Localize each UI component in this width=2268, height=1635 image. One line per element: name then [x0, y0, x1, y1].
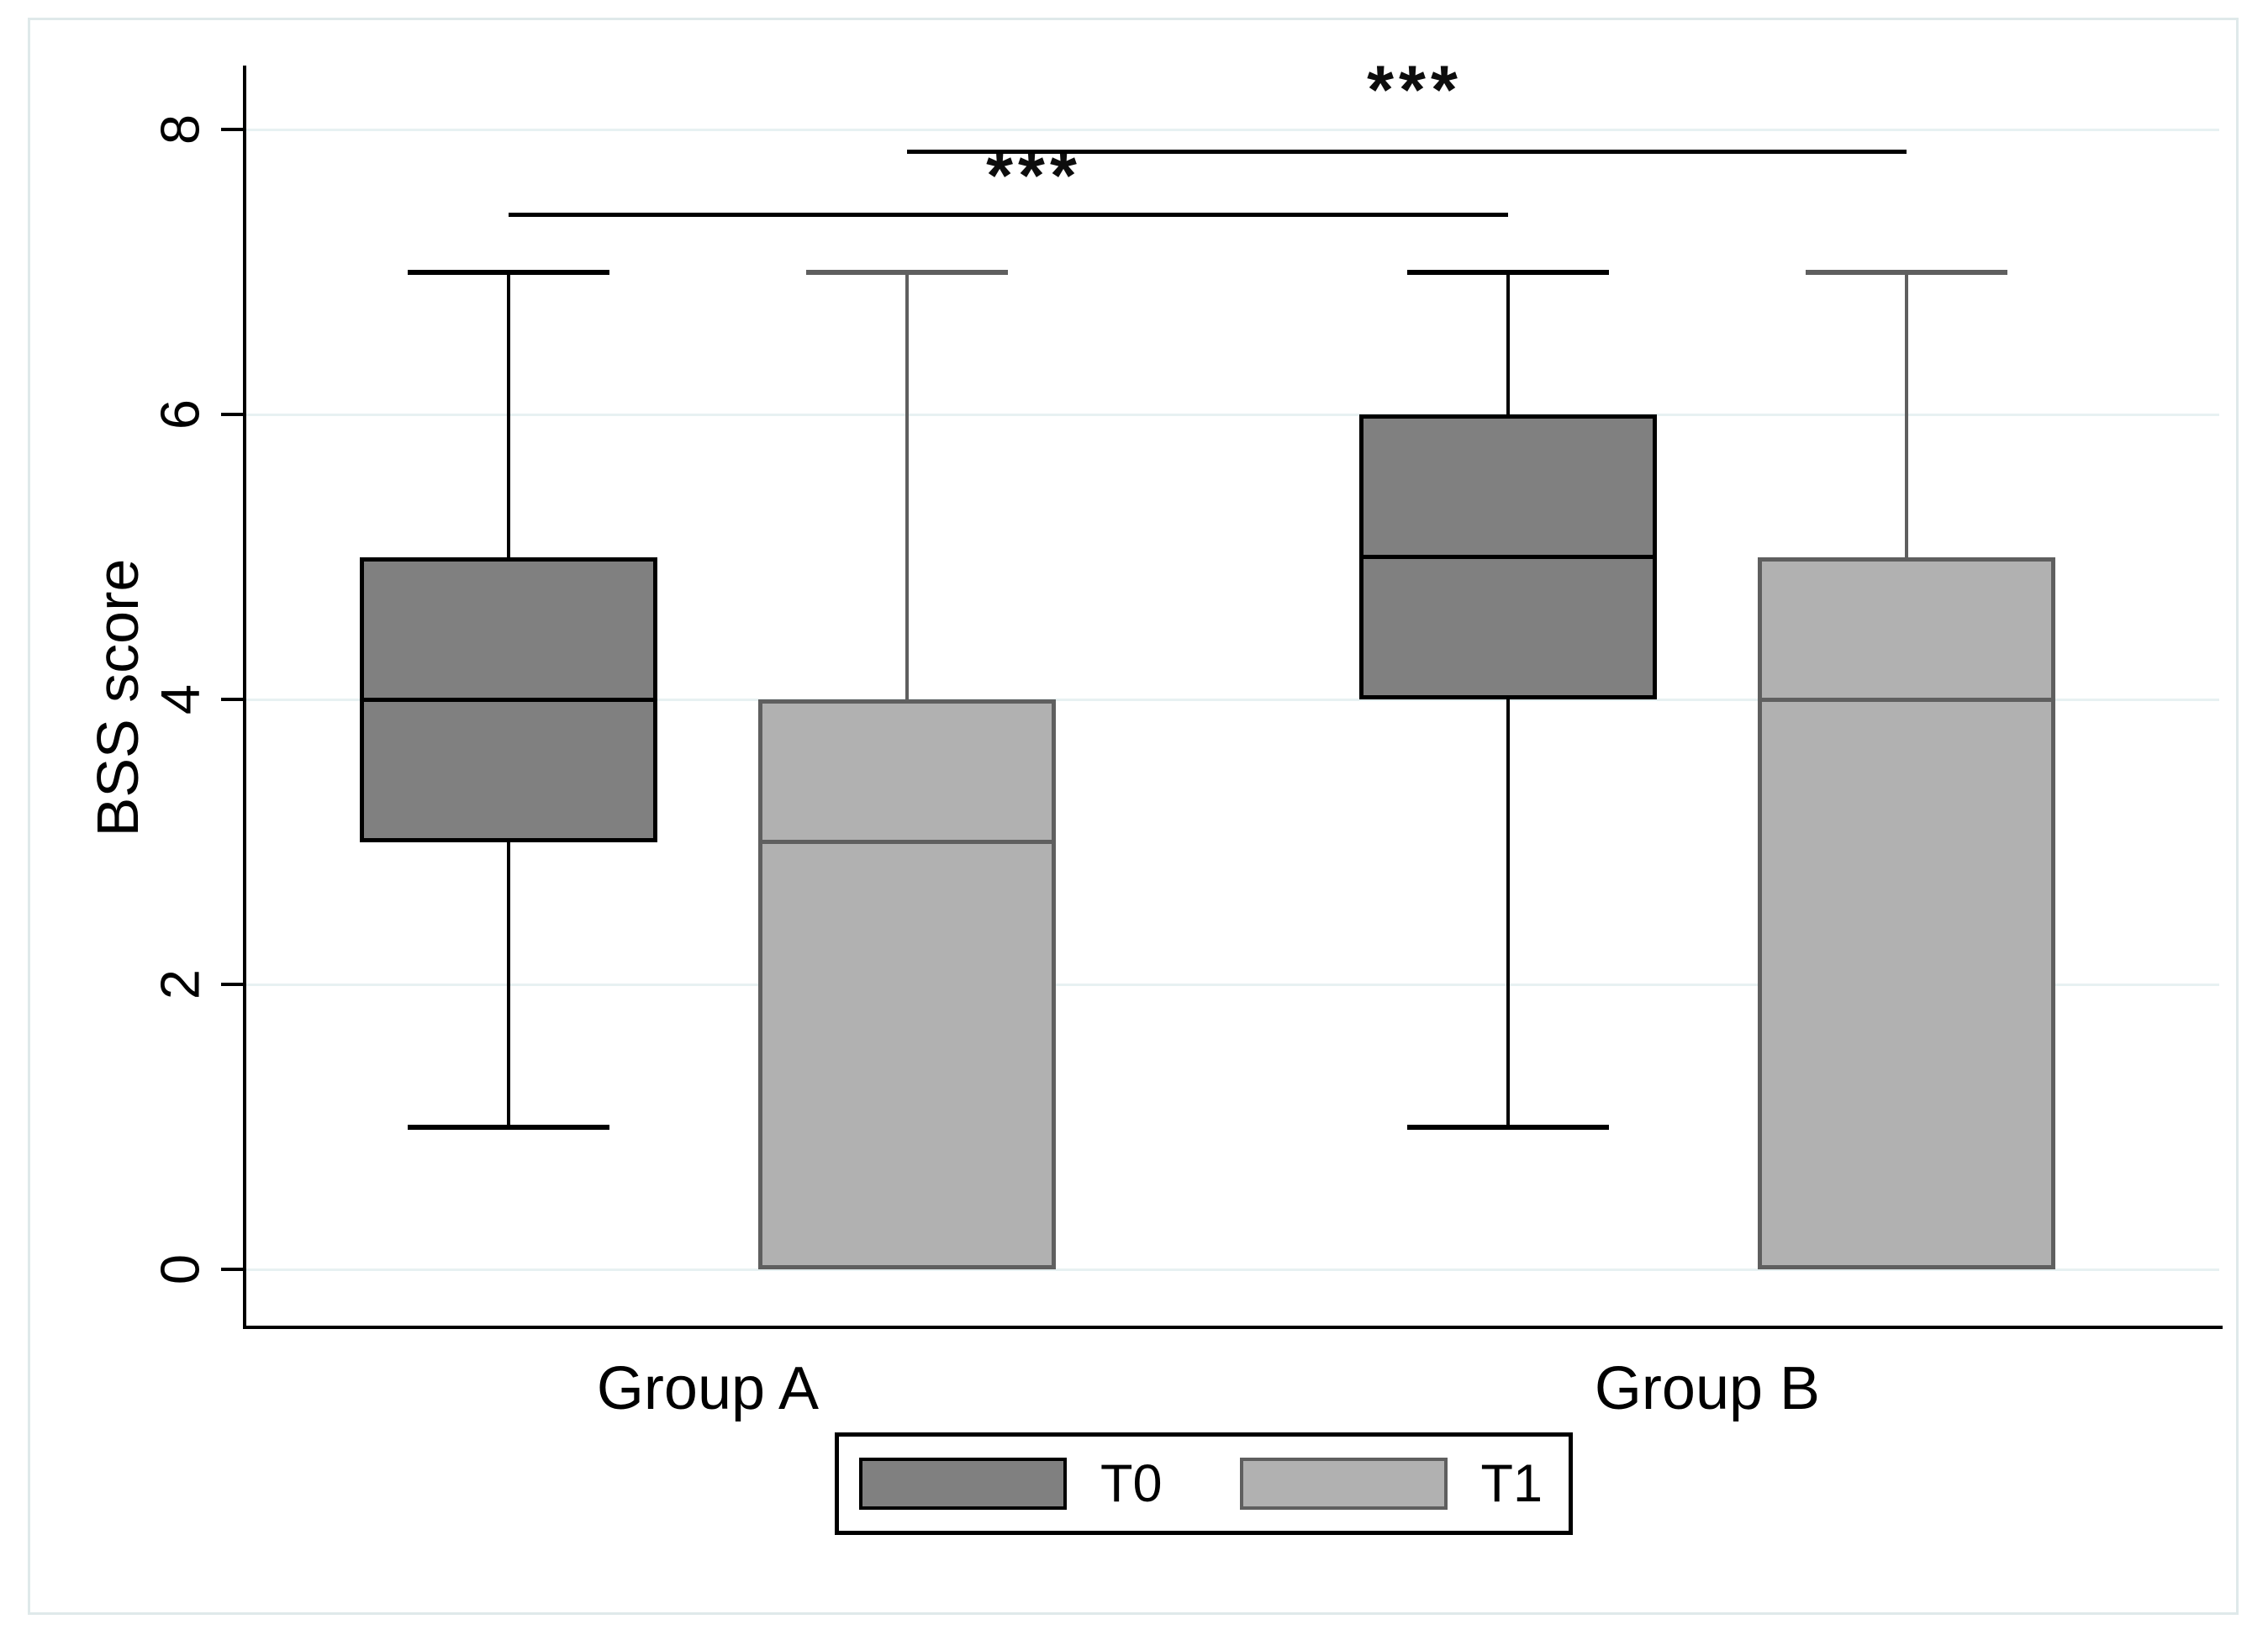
y-gridline — [246, 414, 2219, 416]
box-t1-group-b — [1758, 556, 2055, 1269]
x-category-label: Group B — [1594, 1355, 1821, 1422]
significance-bar — [509, 213, 1508, 217]
lower-whisker-cap — [1407, 1124, 1609, 1130]
y-gridline — [246, 984, 2219, 986]
figure-frame — [28, 18, 2239, 1615]
lower-whisker-line — [1506, 699, 1510, 1127]
legend-label-t0: T0 — [1100, 1454, 1163, 1513]
legend-swatch-t1 — [1239, 1458, 1448, 1510]
y-tick — [221, 413, 243, 416]
legend-swatch-t0 — [859, 1458, 1067, 1510]
legend-label-t1: T1 — [1480, 1454, 1543, 1513]
upper-whisker-line — [1905, 272, 1908, 557]
significance-label: *** — [1367, 52, 1463, 129]
x-category-label: Group A — [596, 1355, 820, 1422]
x-axis-line — [243, 1326, 2223, 1329]
significance-bar — [907, 150, 1907, 154]
y-axis-title: BSS score — [85, 558, 150, 837]
lower-whisker-line — [507, 841, 510, 1127]
y-tick — [221, 128, 243, 131]
upper-whisker-cap — [408, 269, 609, 275]
upper-whisker-cap — [1407, 269, 1609, 275]
y-tick — [221, 698, 243, 701]
upper-whisker-line — [507, 272, 510, 557]
median-line — [1758, 697, 2055, 702]
lower-whisker-cap — [408, 1124, 609, 1130]
legend: T0 T1 — [835, 1432, 1573, 1535]
y-gridline — [246, 129, 2219, 131]
y-tick — [221, 1268, 243, 1271]
upper-whisker-line — [1506, 272, 1510, 414]
upper-whisker-line — [905, 272, 909, 699]
median-line — [360, 697, 657, 702]
median-line — [758, 840, 1056, 844]
median-line — [1359, 555, 1657, 559]
y-gridline — [246, 699, 2219, 701]
upper-whisker-cap — [806, 269, 1008, 275]
box-t1-group-a — [758, 699, 1056, 1269]
upper-whisker-cap — [1806, 269, 2007, 275]
y-axis-line — [243, 66, 246, 1327]
y-tick — [221, 983, 243, 986]
y-gridline — [246, 1268, 2219, 1271]
